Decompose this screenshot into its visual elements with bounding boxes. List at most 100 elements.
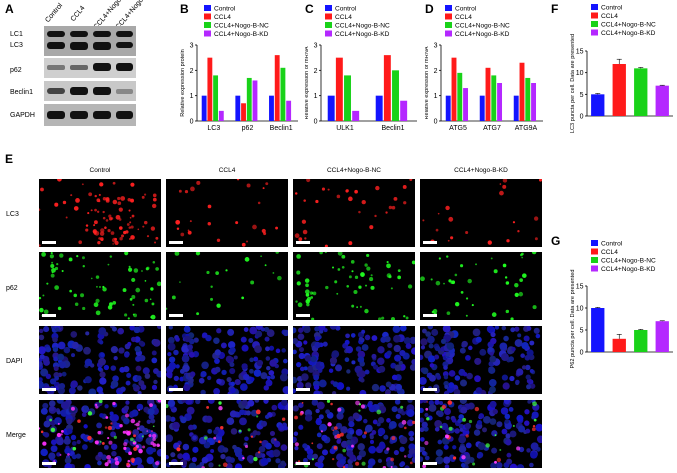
legend-swatch: [445, 22, 452, 28]
micrograph-p62-ccl4: [166, 252, 288, 320]
blot-row-label-lc3: LC3: [10, 42, 23, 49]
micro-col-label-control: Control: [89, 167, 111, 174]
bar: [612, 64, 626, 116]
y-tick-label: 2: [190, 68, 194, 75]
blot-image: [44, 26, 136, 126]
bar: [392, 70, 399, 121]
legend-swatch: [325, 22, 332, 28]
legend-swatch: [204, 22, 211, 28]
legend-label: CCL4+Nogo-B-NC: [335, 23, 390, 30]
micrograph-lc3-control: [39, 179, 161, 247]
legend-swatch: [204, 30, 211, 37]
y-axis-label: Relative expression of mRNA: [305, 46, 310, 119]
x-tick-label: ULK1: [336, 125, 354, 132]
scale-bar: [296, 388, 310, 391]
y-tick-label: 3: [434, 43, 438, 50]
panel-label-e: E: [5, 152, 14, 166]
x-tick-label: ATG7: [483, 125, 501, 132]
bar: [634, 68, 648, 116]
scale-bar: [42, 241, 56, 244]
scale-bar: [423, 462, 437, 465]
bar: [213, 75, 219, 121]
blot-row-label-gapdh: GAPDH: [10, 112, 35, 119]
legend-swatch: [591, 257, 598, 263]
panel-label-d: D: [425, 2, 434, 16]
y-axis-label: LC3 puncta per cell. Data are presented: [570, 34, 576, 133]
scale-bar: [296, 462, 310, 465]
legend-swatch: [325, 5, 332, 11]
scale-bar: [42, 462, 56, 465]
micrograph-dapi-ccl4: [166, 326, 288, 394]
legend-label: Control: [601, 241, 623, 248]
legend-swatch: [591, 265, 598, 272]
legend-label: Control: [335, 6, 357, 13]
bar: [375, 95, 383, 121]
y-tick-label: 15: [576, 49, 584, 56]
y-tick-label: 0: [580, 114, 584, 121]
legend-label: CCL4+Nogo-B-KD: [601, 266, 656, 273]
bar: [335, 57, 343, 121]
micro-col-label-ccl4: CCL4: [218, 167, 236, 174]
micro-row-label-merge: Merge: [6, 432, 26, 439]
legend-label: CCL4+Nogo-B-NC: [601, 22, 656, 29]
legend-swatch: [591, 4, 598, 10]
y-tick-label: 3: [190, 43, 194, 50]
y-axis-label: P62 puncta per cell. Data are presented: [570, 270, 576, 369]
scale-bar: [423, 388, 437, 391]
panel-label-g: G: [551, 234, 561, 248]
legend-swatch: [591, 29, 598, 36]
y-tick-label: 1: [314, 93, 318, 100]
scale-bar: [169, 241, 183, 244]
legend-swatch: [204, 13, 211, 20]
bar: [246, 77, 252, 121]
legend-swatch: [591, 240, 598, 246]
legend-label: CCL4+Nogo-B-KD: [455, 31, 510, 38]
y-tick-label: 0: [314, 119, 318, 126]
bar: [344, 75, 351, 121]
micrograph-lc3-nc: [293, 179, 415, 247]
bar: [513, 95, 519, 121]
y-axis-label: Relative expression protein: [180, 49, 186, 116]
scale-bar: [423, 314, 437, 317]
legend-swatch: [591, 12, 598, 19]
y-tick-label: 10: [576, 70, 584, 77]
legend-swatch: [325, 30, 332, 37]
panel-label-f: F: [551, 2, 559, 16]
y-tick-label: 15: [576, 284, 584, 291]
bar: [400, 100, 408, 121]
legend-swatch: [445, 30, 452, 37]
y-tick-label: 1: [190, 93, 194, 100]
bar: [612, 338, 626, 352]
y-axis-label: Relative expression of mRNA: [425, 46, 430, 119]
bar: [269, 95, 274, 121]
scale-bar: [42, 388, 56, 391]
x-tick-label: ATG9A: [515, 125, 538, 132]
legend-label: Control: [455, 6, 477, 13]
bar: [274, 55, 280, 122]
legend-swatch: [445, 13, 452, 20]
legend-label: Control: [601, 5, 623, 12]
x-tick-label: LC3: [207, 125, 220, 132]
micrograph-lc3-ccl4: [166, 179, 288, 247]
bar: [241, 103, 246, 121]
bar: [286, 100, 292, 121]
micrograph-p62-kd: [420, 252, 542, 320]
micrograph-lc3-kd: [420, 179, 542, 247]
scale-bar: [169, 388, 183, 391]
legend-label: CCL4+Nogo-B-NC: [455, 23, 510, 30]
bar: [457, 72, 463, 121]
y-tick-label: 0: [434, 119, 438, 126]
x-tick-label: ATG5: [449, 125, 467, 132]
bar: [485, 67, 491, 121]
western-blot-panel: Control CCL4 CCL4+Nogo-B-NC CCL4+Nogo-B-…: [0, 0, 180, 150]
legend-label: CCL4: [601, 13, 618, 20]
blot-row-label-beclin1: Beclin1: [10, 89, 33, 96]
bar: [525, 77, 531, 121]
micro-col-label-kd: CCL4+Nogo-B-KD: [454, 167, 508, 174]
blot-row-label-lc1: LC1: [10, 31, 23, 38]
micrograph-dapi-kd: [420, 326, 542, 394]
legend-swatch: [591, 21, 598, 27]
panel-label-a: A: [5, 2, 14, 16]
bar: [252, 80, 258, 121]
